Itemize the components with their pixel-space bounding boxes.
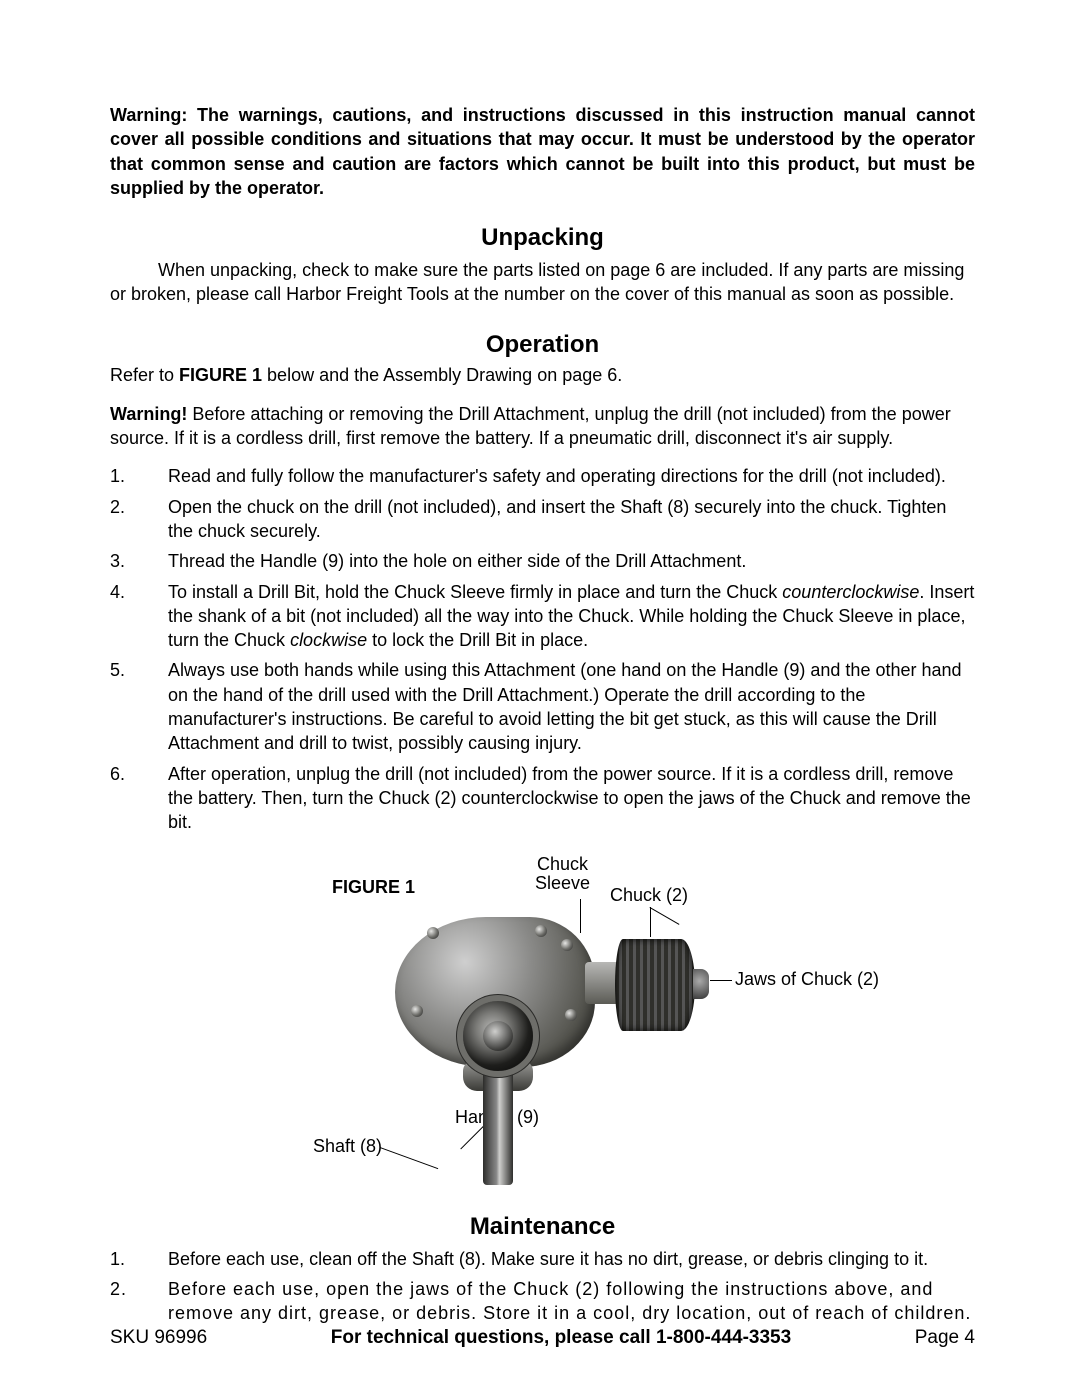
top-warning: Warning: The warnings, cautions, and ins… xyxy=(110,103,975,200)
label-chuck-sleeve: Chuck Sleeve xyxy=(535,855,590,895)
maint-step-1: Before each use, clean off the Shaft (8)… xyxy=(110,1247,975,1271)
op-step-4: To install a Drill Bit, hold the Chuck S… xyxy=(110,580,975,653)
op-step-2: Open the chuck on the drill (not include… xyxy=(110,495,975,544)
figure-title: FIGURE 1 xyxy=(332,877,415,898)
heading-operation: Operation xyxy=(110,331,975,359)
drill-handle-socket xyxy=(463,1001,533,1071)
footer-page: Page 4 xyxy=(915,1327,975,1349)
figure-1: FIGURE 1 Chuck Sleeve Chuck (2) Jaws of … xyxy=(110,849,975,1209)
heading-maintenance: Maintenance xyxy=(110,1213,975,1241)
maintenance-steps: Before each use, clean off the Shaft (8)… xyxy=(110,1247,975,1326)
label-jaws: Jaws of Chuck (2) xyxy=(735,969,879,990)
op-step-5: Always use both hands while using this A… xyxy=(110,658,975,755)
op-step-3: Thread the Handle (9) into the hole on e… xyxy=(110,549,975,573)
heading-unpacking: Unpacking xyxy=(110,224,975,252)
drill-chuck-sleeve xyxy=(615,939,695,1031)
op-step-6: After operation, unplug the drill (not i… xyxy=(110,762,975,835)
unpacking-body: When unpacking, check to make sure the p… xyxy=(110,258,975,307)
label-chuck2: Chuck (2) xyxy=(610,885,688,906)
manual-page: { "warning_block": "Warning: The warning… xyxy=(0,0,1080,1397)
rivet-icon xyxy=(427,927,439,939)
maint-step-2: Before each use, open the jaws of the Ch… xyxy=(110,1277,975,1326)
operation-steps: Read and fully follow the manufacturer's… xyxy=(110,464,975,834)
rivet-icon xyxy=(411,1005,423,1017)
warning-body: Before attaching or removing the Drill A… xyxy=(110,404,951,448)
operation-refer: Refer to FIGURE 1 below and the Assembly… xyxy=(110,365,975,386)
rivet-icon xyxy=(565,1009,577,1021)
op-step-1: Read and fully follow the manufacturer's… xyxy=(110,464,975,488)
footer-phone: For technical questions, please call 1-8… xyxy=(331,1327,791,1349)
footer-sku: SKU 96996 xyxy=(110,1327,207,1349)
operation-warning: Warning! Before attaching or removing th… xyxy=(110,402,975,451)
drill-illustration xyxy=(355,909,695,1189)
rivet-icon xyxy=(535,925,547,937)
drill-shaft xyxy=(483,1069,513,1185)
rivet-icon xyxy=(561,939,573,951)
page-footer: SKU 96996 For technical questions, pleas… xyxy=(110,1327,975,1349)
warning-label: Warning! xyxy=(110,404,187,424)
drill-jaws xyxy=(693,969,709,999)
leader-line xyxy=(710,980,732,981)
